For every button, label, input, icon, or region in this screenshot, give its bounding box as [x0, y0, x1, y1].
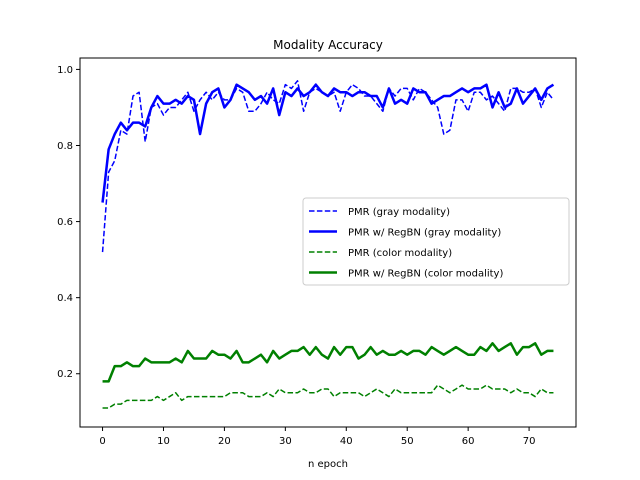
series-line-2 [101, 83, 555, 203]
x-tick-label: 40 [340, 436, 353, 447]
x-tick-label: 60 [462, 436, 475, 447]
x-tick-label: 20 [218, 436, 231, 447]
x-tick-label: 30 [279, 436, 292, 447]
legend-box [302, 197, 570, 286]
x-axis: 0 10 20 30 40 50 60 70 [99, 427, 535, 447]
x-tick-label: 70 [523, 436, 536, 447]
series-line-4 [102, 342, 554, 383]
y-tick-label: 1.0 [57, 65, 73, 76]
legend: PMR (gray modality) PMR w/ RegBN (gray mo… [302, 197, 570, 286]
series-line-1 [101, 80, 555, 253]
series-line-3 [102, 384, 554, 409]
y-tick-label: 0.2 [57, 369, 73, 380]
legend-label-2: PMR w/ RegBN (gray modality) [348, 228, 501, 239]
legend-label-4: PMR w/ RegBN (color modality) [348, 269, 503, 280]
plot-area [101, 80, 555, 409]
y-tick-label: 0.4 [57, 293, 73, 304]
x-tick-label: 10 [157, 436, 170, 447]
y-axis: 0.2 0.4 0.6 0.8 1.0 [57, 65, 80, 380]
x-tick-label: 0 [99, 436, 105, 447]
x-axis-label: n epoch [308, 459, 348, 470]
y-tick-label: 0.6 [57, 217, 73, 228]
chart-title: Modality Accuracy [273, 38, 383, 52]
y-tick-label: 0.8 [57, 141, 73, 152]
x-tick-label: 50 [401, 436, 414, 447]
legend-label-1: PMR (gray modality) [348, 207, 450, 218]
plot-frame [79, 57, 577, 428]
legend-label-3: PMR (color modality) [348, 248, 452, 259]
